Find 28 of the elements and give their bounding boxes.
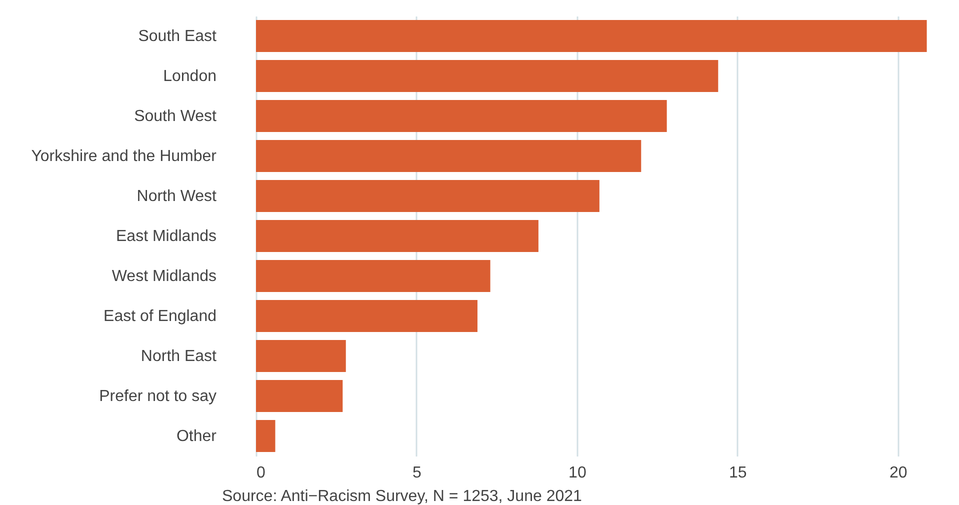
y-tick-label: East Midlands — [116, 228, 216, 245]
y-tick-label: Other — [176, 428, 218, 445]
bar — [256, 340, 346, 372]
bar — [256, 60, 718, 92]
bar — [256, 260, 490, 292]
y-tick-label: Prefer not to say — [99, 388, 216, 405]
y-tick-label: Yorkshire and the Humber — [31, 148, 218, 165]
x-tick-label: 20 — [890, 464, 908, 482]
x-tick-label: 10 — [568, 464, 586, 482]
bar — [256, 220, 538, 252]
bar — [256, 180, 600, 212]
y-tick-label: North West — [136, 188, 218, 205]
bar — [256, 100, 667, 132]
bar — [256, 380, 343, 412]
bar — [256, 140, 642, 172]
y-tick-label: East of England — [104, 308, 216, 325]
x-tick-label: 5 — [412, 464, 422, 482]
y-tick-label: South East — [138, 28, 218, 45]
x-tick-label: 15 — [729, 464, 747, 482]
bar — [256, 20, 927, 52]
y-tick-label: London — [163, 68, 216, 85]
source-note: Source: Anti−Racism Survey, N = 1253, June 2021 — [222, 488, 582, 505]
x-tick-label: 0 — [256, 464, 266, 482]
y-tick-label: West Midlands — [112, 268, 216, 285]
bar — [256, 300, 478, 332]
y-tick-label: North East — [140, 348, 218, 365]
y-tick-label: South West — [134, 108, 218, 125]
bar — [256, 420, 276, 452]
